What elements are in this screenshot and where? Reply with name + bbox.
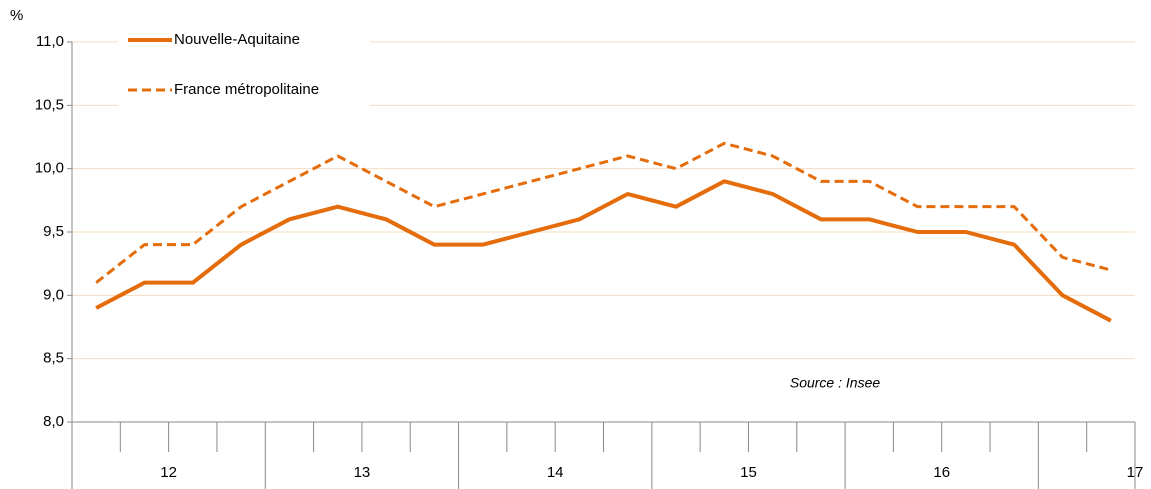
legend-label: France métropolitaine [174,81,319,98]
series-line [95,179,1112,323]
y-tick-label: 9,0 [43,286,64,303]
y-tick-label: 8,5 [43,350,64,367]
legend-label: Nouvelle-Aquitaine [174,31,300,48]
y-tick-label: 10,5 [35,96,64,113]
y-tick-label: 11,0 [36,33,64,50]
series-line [95,141,1112,284]
x-tick-label: 15 [740,464,757,481]
y-unit: % [10,7,23,24]
y-tick-label: 8,0 [43,413,64,430]
x-tick-label: 16 [933,464,950,481]
source-note: Source : Insee [790,375,880,391]
x-tick-label: 14 [547,464,564,481]
x-tick-label: 12 [160,464,177,481]
x-tick-label: 13 [354,464,371,481]
x-tick-label: 17 [1127,464,1144,481]
y-tick-label: 10,0 [35,160,64,177]
y-tick-label: 9,5 [43,223,64,240]
